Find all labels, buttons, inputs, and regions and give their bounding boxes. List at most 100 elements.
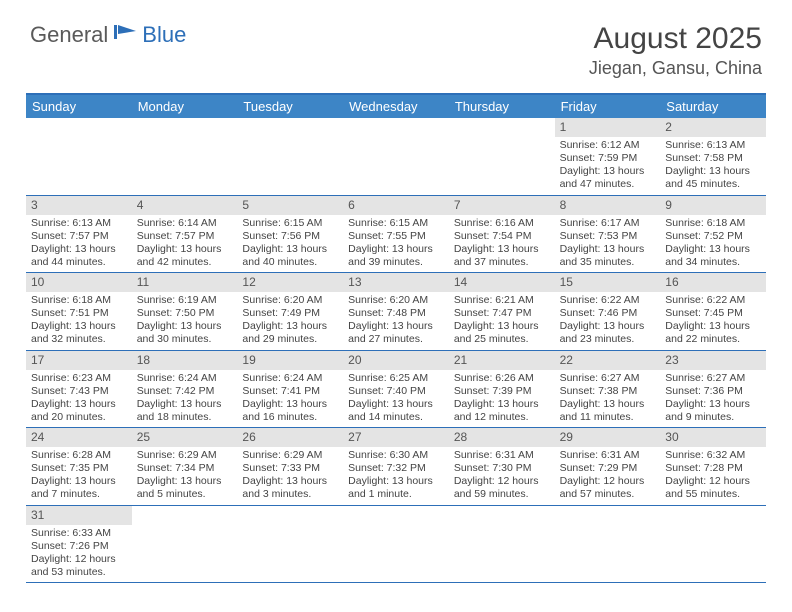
day-body: Sunrise: 6:16 AMSunset: 7:54 PMDaylight:… (449, 215, 555, 273)
sunset-text: Sunset: 7:47 PM (454, 307, 550, 320)
day-cell: 20Sunrise: 6:25 AMSunset: 7:40 PMDayligh… (343, 351, 449, 428)
week-row: 3Sunrise: 6:13 AMSunset: 7:57 PMDaylight… (26, 196, 766, 274)
daylight-text: Daylight: 13 hours and 35 minutes. (560, 243, 656, 269)
day-body: Sunrise: 6:29 AMSunset: 7:34 PMDaylight:… (132, 447, 238, 505)
week-row: 31Sunrise: 6:33 AMSunset: 7:26 PMDayligh… (26, 506, 766, 584)
day-number: 24 (26, 428, 132, 447)
sunrise-text: Sunrise: 6:29 AM (137, 449, 233, 462)
week-row: 10Sunrise: 6:18 AMSunset: 7:51 PMDayligh… (26, 273, 766, 351)
day-cell: 22Sunrise: 6:27 AMSunset: 7:38 PMDayligh… (555, 351, 661, 428)
day-cell: 27Sunrise: 6:30 AMSunset: 7:32 PMDayligh… (343, 428, 449, 505)
day-number: 23 (660, 351, 766, 370)
day-body: Sunrise: 6:29 AMSunset: 7:33 PMDaylight:… (237, 447, 343, 505)
daylight-text: Daylight: 13 hours and 37 minutes. (454, 243, 550, 269)
day-number: 2 (660, 118, 766, 137)
day-body: Sunrise: 6:26 AMSunset: 7:39 PMDaylight:… (449, 370, 555, 428)
day-number: 20 (343, 351, 449, 370)
daylight-text: Daylight: 13 hours and 32 minutes. (31, 320, 127, 346)
daylight-text: Daylight: 13 hours and 16 minutes. (242, 398, 338, 424)
day-cell: 17 Sunrise: 6:23 AMSunset: 7:43 PMDayligh… (26, 351, 132, 428)
sunrise-text: Sunrise: 6:14 AM (137, 217, 233, 230)
sunrise-text: Sunrise: 6:28 AM (31, 449, 127, 462)
day-cell: 13Sunrise: 6:20 AMSunset: 7:48 PMDayligh… (343, 273, 449, 350)
day-cell: 30Sunrise: 6:32 AMSunset: 7:28 PMDayligh… (660, 428, 766, 505)
sunrise-text: Sunrise: 6:21 AM (454, 294, 550, 307)
day-body: Sunrise: 6:12 AMSunset: 7:59 PMDaylight:… (555, 137, 661, 195)
day-body: Sunrise: 6:15 AMSunset: 7:56 PMDaylight:… (237, 215, 343, 273)
day-number: 4 (132, 196, 238, 215)
week-row: 1Sunrise: 6:12 AMSunset: 7:59 PMDaylight… (26, 118, 766, 196)
dow-fri: Friday (555, 95, 661, 118)
day-body: Sunrise: 6:27 AMSunset: 7:36 PMDaylight:… (660, 370, 766, 428)
daylight-text: Daylight: 12 hours and 55 minutes. (665, 475, 761, 501)
sunset-text: Sunset: 7:29 PM (560, 462, 656, 475)
day-number: 10 (26, 273, 132, 292)
day-number: 3 (26, 196, 132, 215)
day-body: Sunrise: 6:22 AMSunset: 7:45 PMDaylight:… (660, 292, 766, 350)
sunrise-text: Sunrise: 6:22 AM (560, 294, 656, 307)
day-cell: 16Sunrise: 6:22 AMSunset: 7:45 PMDayligh… (660, 273, 766, 350)
day-body: Sunrise: 6:24 AMSunset: 7:42 PMDaylight:… (132, 370, 238, 428)
day-number: 13 (343, 273, 449, 292)
sunset-text: Sunset: 7:43 PM (31, 385, 127, 398)
day-cell: 31Sunrise: 6:33 AMSunset: 7:26 PMDayligh… (26, 506, 132, 583)
sunrise-text: Sunrise: 6:29 AM (242, 449, 338, 462)
day-cell: 28Sunrise: 6:31 AMSunset: 7:30 PMDayligh… (449, 428, 555, 505)
day-cell: 25Sunrise: 6:29 AMSunset: 7:34 PMDayligh… (132, 428, 238, 505)
day-body: Sunrise: 6:15 AMSunset: 7:55 PMDaylight:… (343, 215, 449, 273)
day-number: 28 (449, 428, 555, 447)
daylight-text: Daylight: 13 hours and 20 minutes. (31, 398, 127, 424)
day-cell (660, 506, 766, 583)
day-number: 22 (555, 351, 661, 370)
dow-mon: Monday (132, 95, 238, 118)
day-cell: 24Sunrise: 6:28 AMSunset: 7:35 PMDayligh… (26, 428, 132, 505)
sunrise-text: Sunrise: 6:20 AM (348, 294, 444, 307)
day-cell: 6Sunrise: 6:15 AMSunset: 7:55 PMDaylight… (343, 196, 449, 273)
day-body: Sunrise: 6:32 AMSunset: 7:28 PMDaylight:… (660, 447, 766, 505)
sunrise-text: Sunrise: 6:31 AM (454, 449, 550, 462)
calendar-grid: Sunday Monday Tuesday Wednesday Thursday… (26, 93, 766, 583)
day-cell (343, 506, 449, 583)
sunrise-text: Sunrise: 6:32 AM (665, 449, 761, 462)
daylight-text: Daylight: 13 hours and 14 minutes. (348, 398, 444, 424)
sunset-text: Sunset: 7:42 PM (137, 385, 233, 398)
day-cell: 9Sunrise: 6:18 AMSunset: 7:52 PMDaylight… (660, 196, 766, 273)
sunrise-text: Sunrise: 6:23 AM (31, 372, 127, 385)
day-number: 29 (555, 428, 661, 447)
sunset-text: Sunset: 7:57 PM (137, 230, 233, 243)
daylight-text: Daylight: 13 hours and 9 minutes. (665, 398, 761, 424)
title-block: August 2025 Jiegan, Gansu, China (589, 22, 762, 79)
day-cell: 29Sunrise: 6:31 AMSunset: 7:29 PMDayligh… (555, 428, 661, 505)
daylight-text: Daylight: 13 hours and 23 minutes. (560, 320, 656, 346)
day-number: 6 (343, 196, 449, 215)
day-number: 9 (660, 196, 766, 215)
week-row: 24Sunrise: 6:28 AMSunset: 7:35 PMDayligh… (26, 428, 766, 506)
day-cell (26, 118, 132, 195)
sunset-text: Sunset: 7:54 PM (454, 230, 550, 243)
day-cell: 2Sunrise: 6:13 AMSunset: 7:58 PMDaylight… (660, 118, 766, 195)
sunset-text: Sunset: 7:39 PM (454, 385, 550, 398)
brand-part2: Blue (142, 22, 186, 48)
day-cell: 15Sunrise: 6:22 AMSunset: 7:46 PMDayligh… (555, 273, 661, 350)
sunrise-text: Sunrise: 6:19 AM (137, 294, 233, 307)
sunrise-text: Sunrise: 6:17 AM (560, 217, 656, 230)
sunset-text: Sunset: 7:53 PM (560, 230, 656, 243)
sunset-text: Sunset: 7:28 PM (665, 462, 761, 475)
day-number: 30 (660, 428, 766, 447)
brand-part1: General (30, 22, 108, 48)
day-cell (343, 118, 449, 195)
day-number: 16 (660, 273, 766, 292)
day-number: 17 (26, 351, 132, 370)
day-number: 14 (449, 273, 555, 292)
sunset-text: Sunset: 7:30 PM (454, 462, 550, 475)
daylight-text: Daylight: 13 hours and 5 minutes. (137, 475, 233, 501)
day-cell (237, 118, 343, 195)
day-number: 25 (132, 428, 238, 447)
day-body: Sunrise: 6:17 AMSunset: 7:53 PMDaylight:… (555, 215, 661, 273)
day-body: Sunrise: 6:21 AMSunset: 7:47 PMDaylight:… (449, 292, 555, 350)
day-body: Sunrise: 6:18 AMSunset: 7:51 PMDaylight:… (26, 292, 132, 350)
dow-tue: Tuesday (237, 95, 343, 118)
sunrise-text: Sunrise: 6:16 AM (454, 217, 550, 230)
day-body: Sunrise: 6:25 AMSunset: 7:40 PMDaylight:… (343, 370, 449, 428)
sunset-text: Sunset: 7:46 PM (560, 307, 656, 320)
